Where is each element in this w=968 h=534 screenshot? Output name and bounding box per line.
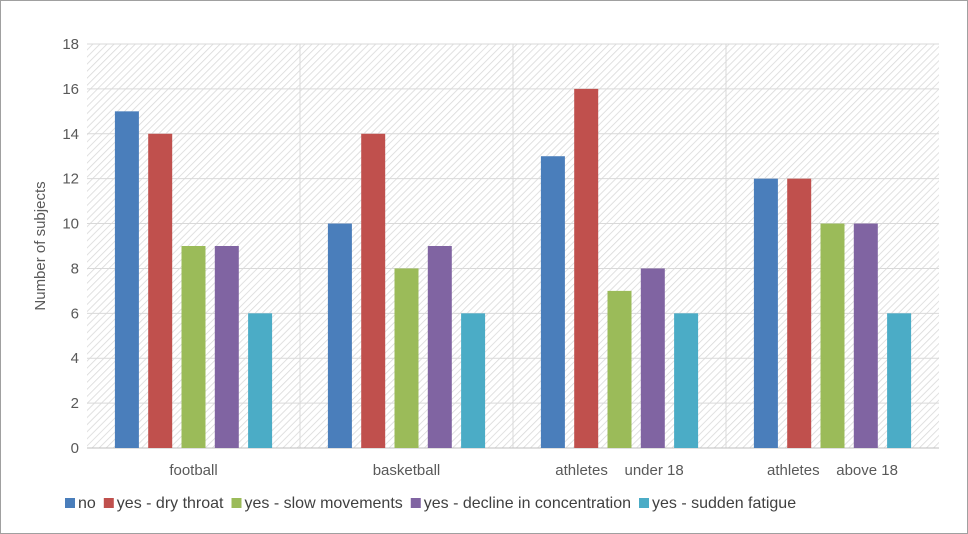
y-tick-label: 18 (62, 36, 79, 53)
y-axis-title: Number of subjects (32, 181, 49, 310)
legend-label: yes - decline in concentration (424, 495, 631, 512)
bar (607, 290, 632, 448)
legend-label: yes - sudden fatigue (652, 495, 796, 512)
legend-swatch (410, 498, 421, 508)
bar (394, 268, 419, 448)
y-tick-label: 12 (62, 171, 79, 188)
y-tick-label: 8 (71, 260, 79, 277)
y-tick-label: 0 (71, 440, 79, 457)
x-tick-label: athletes under 18 (555, 462, 683, 479)
y-tick-label: 4 (71, 350, 79, 367)
bar (574, 88, 599, 448)
bar (787, 178, 812, 448)
y-axis-ticks: 0 2 4 6 8 10 12 14 16 18 (62, 36, 79, 457)
bar (674, 313, 699, 448)
bar (887, 313, 912, 448)
bar (427, 246, 452, 448)
bar (148, 133, 173, 448)
y-tick-label: 6 (71, 305, 79, 322)
bar (181, 246, 206, 448)
legend-swatch (639, 498, 649, 508)
x-tick-label: basketball (373, 462, 441, 479)
bar (640, 268, 665, 448)
bar (461, 313, 486, 448)
x-tick-label: athletes above 18 (767, 462, 898, 479)
bar (248, 313, 273, 448)
legend-label: yes - dry throat (117, 495, 224, 512)
bar (753, 178, 778, 448)
x-tick-label: football (169, 462, 217, 479)
bar (853, 223, 878, 448)
legend-swatch (103, 498, 114, 508)
legend-label: yes - slow movements (245, 495, 403, 512)
legend: no yes - dry throat yes - slow movements ye… (65, 495, 796, 512)
y-tick-label: 10 (62, 216, 79, 233)
y-tick-label: 16 (62, 81, 79, 98)
x-axis-ticks: football basketball athletes under 18 athle… (169, 462, 898, 479)
bar (114, 111, 139, 448)
y-tick-label: 2 (71, 395, 79, 412)
legend-swatch (65, 498, 75, 508)
bar (361, 133, 386, 448)
bar (540, 156, 565, 448)
bar (327, 223, 352, 448)
legend-label: no (78, 495, 96, 512)
bar (214, 246, 239, 448)
bar (820, 223, 845, 448)
legend-swatch (231, 498, 242, 508)
y-tick-label: 14 (62, 126, 79, 143)
bars (114, 88, 912, 448)
